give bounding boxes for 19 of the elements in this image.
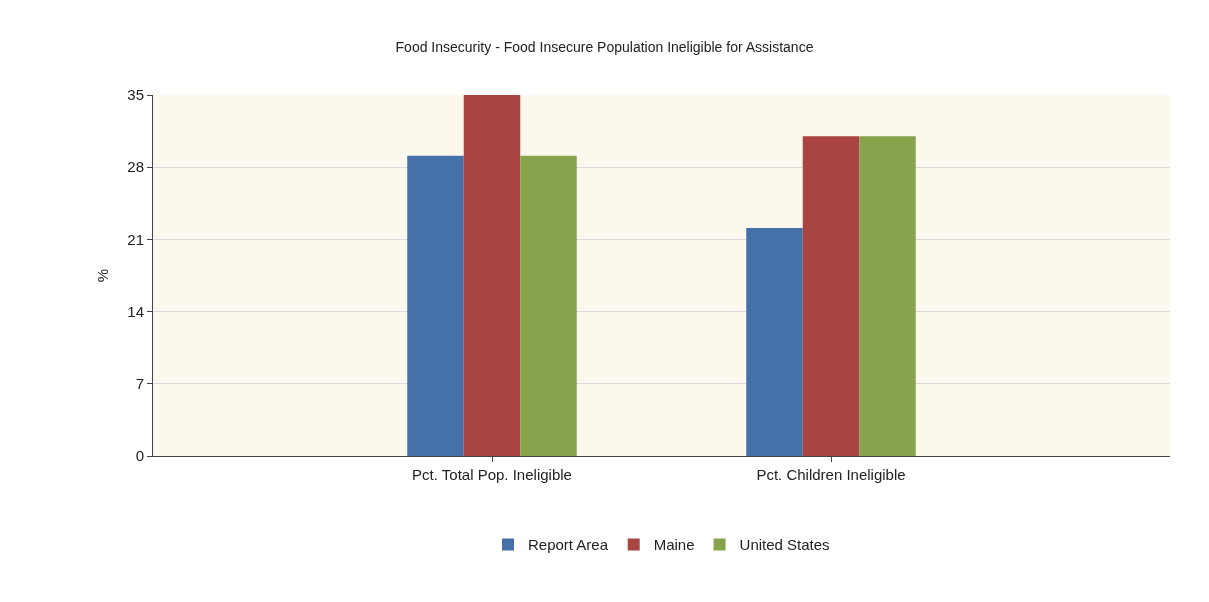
legend-label: Report Area [528, 536, 609, 554]
chart-title: Food Insecurity - Food Insecure Population Ineligible for Assistance [395, 38, 814, 55]
bar [520, 155, 577, 456]
y-tick-label: 14 [127, 302, 144, 320]
legend-label: Maine [653, 536, 695, 554]
y-tick-label: 7 [135, 375, 144, 393]
bar [859, 136, 916, 456]
bar [802, 136, 860, 456]
bar [407, 155, 464, 456]
bar [463, 95, 521, 456]
bar [746, 228, 803, 456]
y-axis-title: % [93, 268, 111, 283]
x-tick-label: Pct. Total Pop. Ineligible [412, 466, 572, 483]
y-tick-label: 35 [127, 86, 144, 104]
legend-label: United States [739, 536, 830, 554]
y-tick-label: 21 [127, 230, 144, 248]
y-tick-label: 0 [135, 447, 144, 465]
y-tick-label: 28 [127, 158, 144, 176]
x-tick-label: Pct. Children Ineligible [756, 466, 906, 483]
